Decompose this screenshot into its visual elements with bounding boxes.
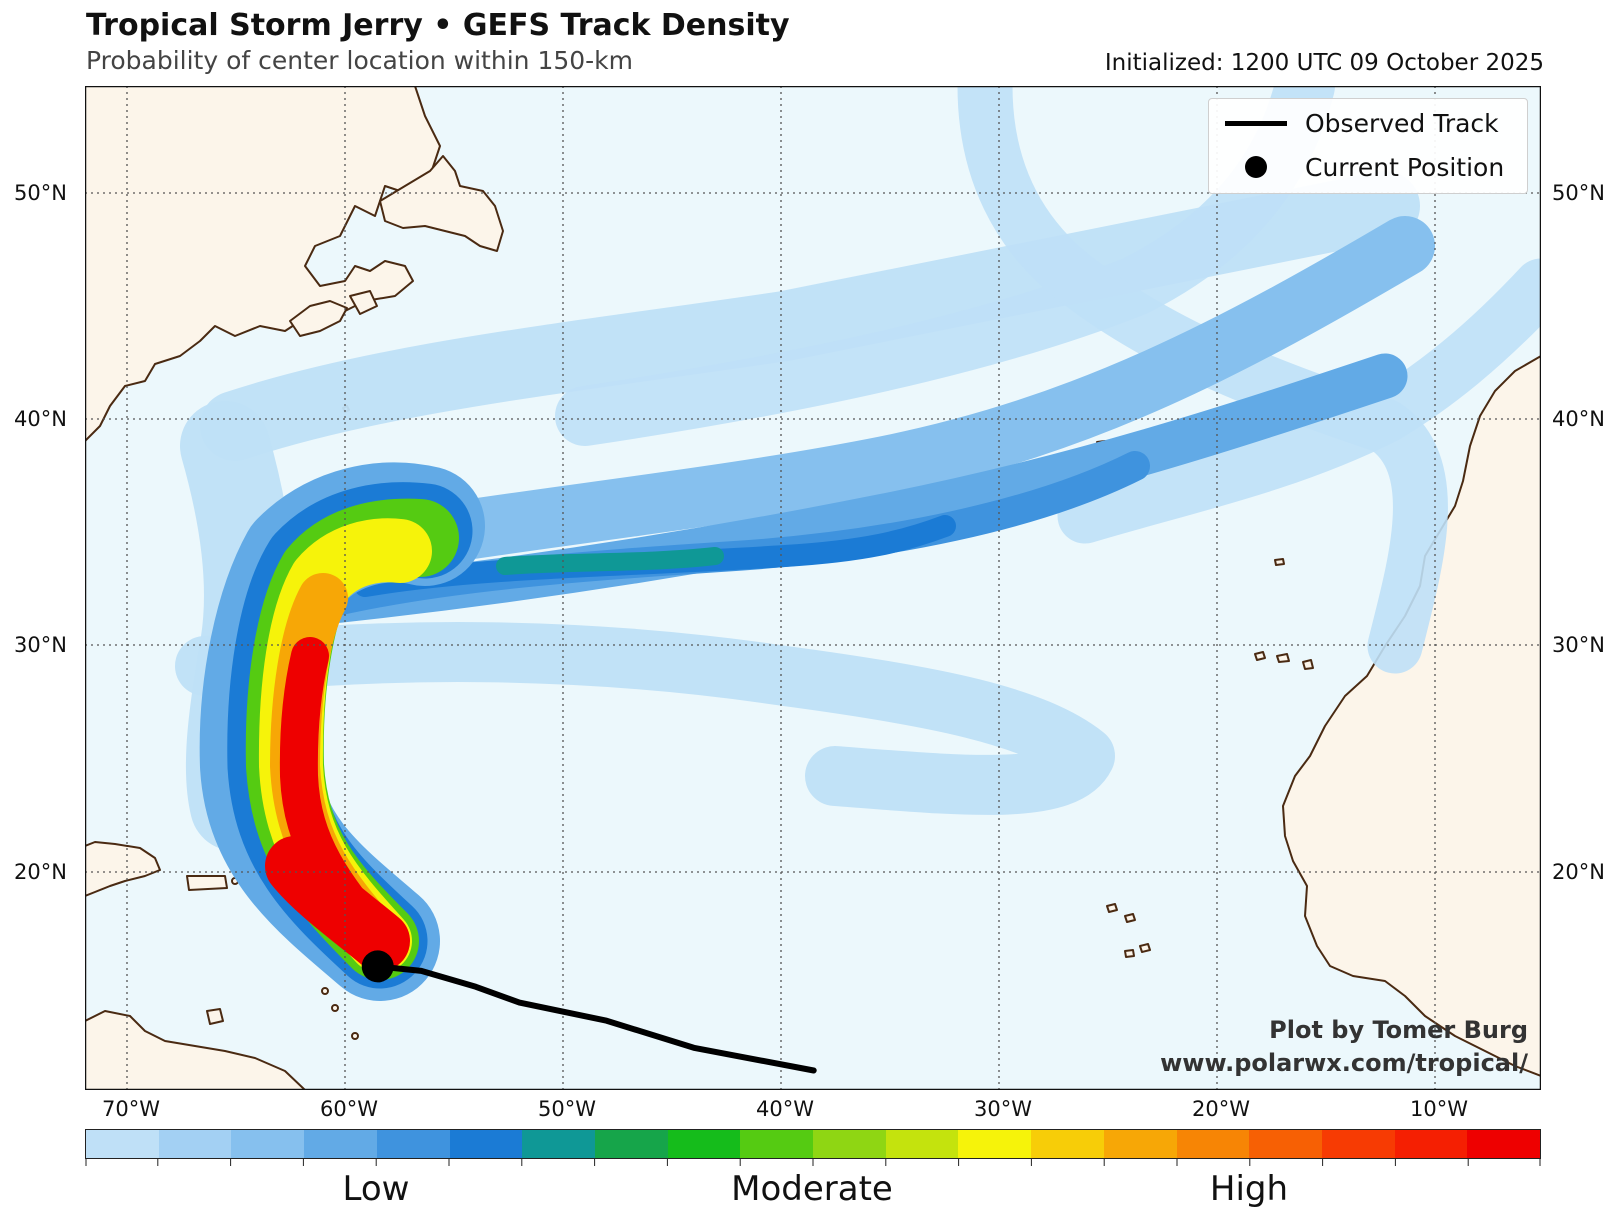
map-title: Tropical Storm Jerry • GEFS Track Densit… — [86, 8, 790, 43]
cape-verde-1 — [1106, 903, 1118, 913]
cape-verde-4 — [1124, 949, 1135, 958]
current-position-marker — [361, 950, 394, 983]
map-canvas — [85, 86, 1541, 1090]
colorbar-swatch — [304, 1130, 377, 1158]
density-swath-loop2 — [175, 622, 1115, 815]
lat-label-50n-right: 50°N — [1552, 181, 1605, 205]
lat-label-20n-left: 20°N — [14, 860, 67, 884]
colorbar — [85, 1129, 1541, 1159]
observed-track-swatch — [1225, 121, 1287, 126]
trinidad — [206, 1008, 224, 1025]
lon-label-70w: 70°W — [102, 1097, 160, 1121]
colorbar-swatch — [594, 1130, 668, 1158]
colorbar-label-low: Low — [342, 1169, 410, 1209]
lat-label-40n-right: 40°N — [1552, 407, 1605, 431]
credit-url: www.polarwx.com/tropical/ — [1160, 1049, 1528, 1077]
colorbar-swatch — [1176, 1130, 1250, 1158]
legend-item-observed-track: Observed Track — [1209, 105, 1527, 141]
density-band-teal — [496, 547, 724, 575]
map-subtitle: Probability of center location within 15… — [86, 46, 634, 75]
colorbar-swatch — [522, 1130, 595, 1158]
lon-label-50w: 50°W — [538, 1097, 596, 1121]
land — [85, 86, 1541, 1090]
colorbar-swatch — [158, 1130, 232, 1158]
colorbar-label-high: High — [1209, 1169, 1289, 1209]
colorbar-swatch — [376, 1130, 450, 1158]
puerto-rico — [186, 875, 228, 891]
lon-label-60w: 60°W — [320, 1097, 378, 1121]
colorbar-swatch — [1031, 1130, 1104, 1158]
lat-label-50n-left: 50°N — [14, 181, 67, 205]
density-core-red — [265, 836, 410, 971]
observed-track-line — [374, 963, 817, 1074]
cape-breton — [349, 290, 378, 315]
map-panel — [85, 86, 1541, 1090]
legend-label-observed-track: Observed Track — [1305, 109, 1499, 138]
map-frame — [85, 86, 1541, 1090]
lon-label-10w: 10°W — [1410, 1097, 1468, 1121]
initialized-time: Initialized: 1200 UTC 09 October 2025 — [1104, 50, 1544, 76]
cape-verde-3 — [1139, 943, 1151, 953]
colorbar-swatch — [86, 1130, 159, 1158]
lat-label-20n-right: 20°N — [1552, 860, 1605, 884]
colorbar-swatch — [1103, 1130, 1177, 1158]
colorbar-swatch — [1321, 1130, 1395, 1158]
north-america-land — [85, 86, 441, 442]
colorbar-swatch — [740, 1130, 814, 1158]
colorbar-label-moderate: Moderate — [731, 1169, 893, 1209]
colorbar-swatch — [958, 1130, 1032, 1158]
map-legend: Observed Track Current Position — [1208, 98, 1528, 194]
canary-island-3 — [1302, 659, 1314, 670]
legend-item-current-position: Current Position — [1209, 149, 1527, 185]
colorbar-swatch — [449, 1130, 523, 1158]
colorbar-swatch — [1249, 1130, 1322, 1158]
colorbar-swatch — [813, 1130, 886, 1158]
lon-label-20w: 20°W — [1192, 1097, 1250, 1121]
africa-land — [1282, 355, 1541, 1077]
canary-island-2 — [1276, 653, 1290, 663]
cape-verde-2 — [1124, 913, 1136, 923]
lat-label-30n-right: 30°N — [1552, 633, 1605, 657]
current-position-swatch — [1245, 156, 1267, 178]
south-america-land — [85, 1010, 306, 1090]
madeira — [1274, 558, 1285, 566]
colorbar-swatch — [667, 1130, 741, 1158]
colorbar-ticks — [85, 1159, 1541, 1166]
hispaniola — [85, 841, 161, 897]
newfoundland — [379, 155, 504, 252]
canary-island-1 — [1254, 651, 1266, 661]
lon-label-40w: 40°W — [756, 1097, 814, 1121]
density-swath-right — [1057, 258, 1541, 544]
legend-label-current-position: Current Position — [1305, 153, 1505, 182]
colorbar-swatch — [1467, 1130, 1541, 1158]
colorbar-swatch — [1394, 1130, 1468, 1158]
lat-label-30n-left: 30°N — [14, 633, 67, 657]
nova-scotia — [289, 300, 348, 337]
lat-label-40n-left: 40°N — [14, 407, 67, 431]
credit-author: Plot by Tomer Burg — [1269, 1016, 1528, 1044]
colorbar-swatch — [231, 1130, 305, 1158]
lon-label-30w: 30°W — [974, 1097, 1032, 1121]
colorbar-swatch — [885, 1130, 959, 1158]
